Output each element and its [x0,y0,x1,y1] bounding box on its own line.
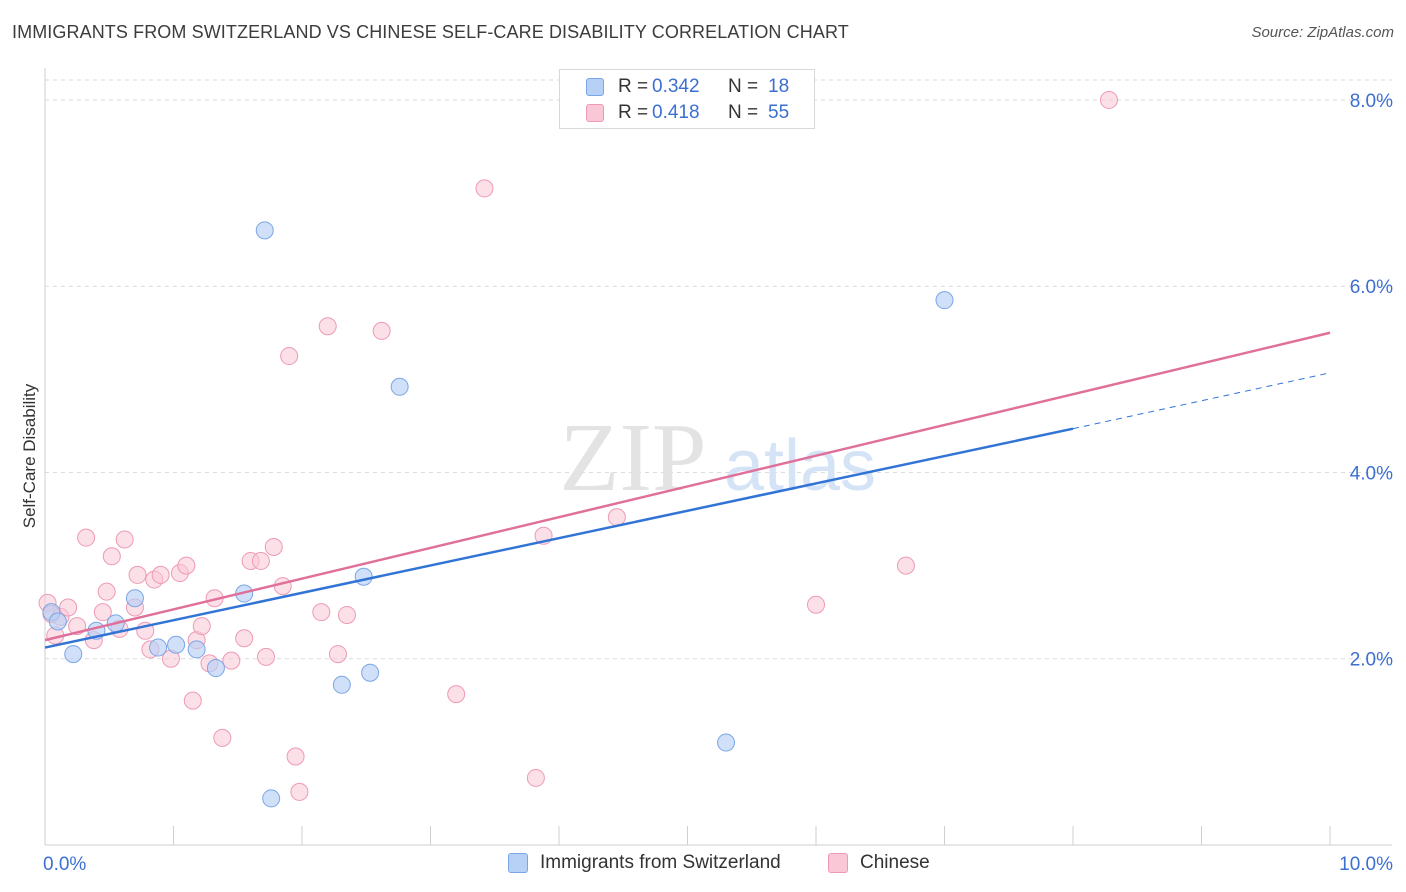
legend-r-value: 0.342 [652,76,700,97]
chart-title: IMMIGRANTS FROM SWITZERLAND VS CHINESE S… [12,22,849,42]
switzerland-point [149,638,168,657]
legend-swatch-chinese [586,104,604,122]
chinese-point [273,577,292,596]
y-tick-label: 4.0% [1350,463,1393,484]
legend-item-chinese: Chinese [828,852,930,874]
switzerland-point [125,589,144,608]
chinese-point [328,645,347,664]
switzerland-point [361,663,380,682]
watermark-zip: ZIP [560,404,707,512]
y-tick-label: 6.0% [1350,277,1393,298]
switzerland-point [935,291,954,310]
chinese-point [102,547,121,566]
x-tick-label: 0.0% [43,854,86,875]
switzerland-point [390,377,409,396]
chinese-point [222,651,241,670]
legend-swatch-chinese [828,853,848,873]
stats-legend: R = 0.342 N = 18 R = 0.418 N = 55 [559,69,815,129]
legend-row-chinese: R = 0.418 N = 55 [586,100,789,126]
switzerland-point [64,645,83,664]
legend-label-chinese: Chinese [860,852,930,873]
switzerland-point [206,659,225,678]
switzerland-point [354,567,373,586]
chinese-point [312,603,331,622]
legend-row-switzerland: R = 0.342 N = 18 [586,74,789,100]
chinese-point [807,595,825,614]
chinese-point [59,598,78,617]
chinese-point [607,508,626,527]
switzerland-point [255,221,274,240]
watermark: ZIP atlas [560,404,877,512]
legend-item-switzerland: Immigrants from Switzerland [508,852,781,874]
switzerland-points [42,221,954,808]
chinese-point [896,556,915,575]
chinese-point [318,317,337,336]
chinese-point [264,537,283,556]
legend-n-value: 55 [768,102,790,123]
y-tick-label: 2.0% [1350,650,1393,671]
y-tick-label: 8.0% [1350,91,1393,112]
chinese-point [526,768,545,787]
switzerland-trend-line [44,427,1074,649]
chinese-point [183,691,202,710]
chinese-point [447,685,466,704]
axes [44,68,1392,846]
switzerland-point [187,640,206,659]
chinese-point [251,551,270,570]
switzerland-point [48,612,67,631]
chinese-point [1099,90,1118,109]
legend-r-value: 0.418 [652,102,700,123]
legend-r-label: R = [618,76,649,97]
chinese-point [93,603,112,622]
chinese-point [257,647,276,666]
legend-label-switzerland: Immigrants from Switzerland [540,852,781,873]
chinese-point [337,605,356,624]
watermark-atlas: atlas [724,426,876,506]
legend-n-label: N = [728,102,759,123]
gridlines [45,79,1392,660]
switzerland-point [262,789,281,808]
switzerland-point [167,635,186,654]
chinese-point [128,565,147,584]
chinese-point [192,617,211,636]
x-tick-label: 10.0% [1339,854,1393,875]
switzerland-trend-extension [1072,372,1331,430]
chinese-point [286,747,305,766]
chinese-point [280,347,299,366]
legend-n-value: 18 [768,76,790,97]
switzerland-point [332,675,351,694]
chinese-point [475,179,494,198]
chinese-point [213,728,232,747]
chinese-point [372,321,391,340]
chinese-point [97,582,116,601]
chinese-point [235,629,254,648]
source-label: Source: ZipAtlas.com [1251,24,1394,41]
switzerland-point [717,733,736,752]
tick-labels: 2.0% 4.0% 6.0% 8.0% 0.0% 10.0% [43,91,1393,875]
legend-n-label: N = [728,76,759,97]
chinese-point [77,528,96,547]
legend-swatch-switzerland [586,78,604,96]
chinese-point [151,565,170,584]
chinese-point [177,556,196,575]
chinese-point [115,530,134,549]
trend-lines [44,331,1331,649]
chinese-trend-line [44,331,1331,642]
legend-swatch-switzerland [508,853,528,873]
legend-r-label: R = [618,102,649,123]
chinese-point [290,782,309,801]
